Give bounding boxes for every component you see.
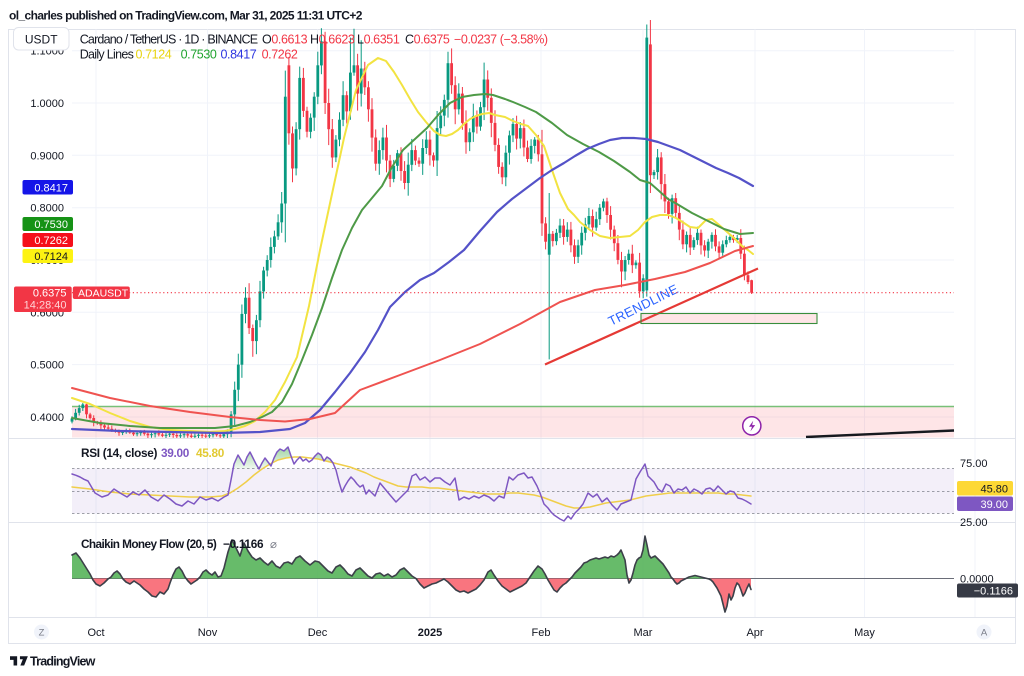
svg-text:L0.6351: L0.6351 (357, 33, 400, 47)
svg-text:14:28:40: 14:28:40 (24, 300, 67, 312)
svg-text:May: May (854, 627, 875, 639)
svg-text:Z: Z (39, 628, 45, 639)
svg-text:Mar: Mar (634, 627, 653, 639)
svg-text:0.7530: 0.7530 (181, 48, 217, 62)
svg-text:A: A (981, 628, 988, 639)
svg-text:−0.1166: −0.1166 (974, 586, 1013, 598)
svg-text:ol_charles published on Tradin: ol_charles published on TradingView.com,… (9, 9, 363, 23)
svg-text:USDT: USDT (25, 33, 58, 47)
svg-text:0.8000: 0.8000 (30, 203, 64, 215)
svg-text:0.7262: 0.7262 (34, 235, 68, 247)
svg-text:⌀: ⌀ (270, 539, 277, 551)
svg-text:0.8417: 0.8417 (221, 48, 257, 62)
svg-text:0.8417: 0.8417 (34, 182, 68, 194)
svg-text:ADAUSDT: ADAUSDT (78, 287, 129, 299)
svg-text:0.4000: 0.4000 (30, 412, 64, 424)
svg-text:Nov: Nov (198, 627, 218, 639)
svg-text:75.00: 75.00 (960, 458, 988, 470)
svg-text:Cardano / TetherUS · 1D · BINA: Cardano / TetherUS · 1D · BINANCE (80, 33, 258, 47)
svg-text:Chaikin Money Flow (20, 5): Chaikin Money Flow (20, 5) (81, 537, 217, 551)
svg-text:0.9000: 0.9000 (30, 150, 64, 162)
svg-text:0.7262: 0.7262 (262, 48, 298, 62)
svg-text:0.5000: 0.5000 (30, 360, 64, 372)
svg-text:0.0000: 0.0000 (960, 574, 994, 586)
svg-text:Apr: Apr (746, 627, 763, 639)
svg-text:Feb: Feb (532, 627, 551, 639)
svg-text:0.7530: 0.7530 (34, 219, 68, 231)
svg-text:−0.1166: −0.1166 (223, 537, 264, 551)
svg-text:0.6375: 0.6375 (33, 288, 67, 300)
svg-text:25.00: 25.00 (960, 517, 988, 529)
svg-text:TradingView: TradingView (30, 655, 96, 669)
svg-text:45.80: 45.80 (196, 446, 225, 460)
svg-text:2025: 2025 (418, 627, 442, 639)
svg-text:H0.6623: H0.6623 (310, 33, 355, 47)
svg-text:C0.6375: C0.6375 (405, 33, 450, 47)
svg-text:1.0000: 1.0000 (30, 98, 64, 110)
svg-text:39.00: 39.00 (161, 446, 190, 460)
svg-text:Oct: Oct (87, 627, 104, 639)
svg-text:39.00: 39.00 (980, 499, 1008, 511)
svg-text:Dec: Dec (308, 627, 328, 639)
svg-text:O0.6613: O0.6613 (262, 33, 308, 47)
svg-text:Daily Lines: Daily Lines (80, 48, 134, 62)
svg-text:45.80: 45.80 (980, 483, 1008, 495)
svg-text:−0.0237 (−3.58%): −0.0237 (−3.58%) (454, 33, 548, 47)
svg-text:0.7124: 0.7124 (136, 48, 172, 62)
svg-text:0.7124: 0.7124 (34, 251, 68, 263)
svg-text:RSI (14, close): RSI (14, close) (81, 446, 158, 460)
